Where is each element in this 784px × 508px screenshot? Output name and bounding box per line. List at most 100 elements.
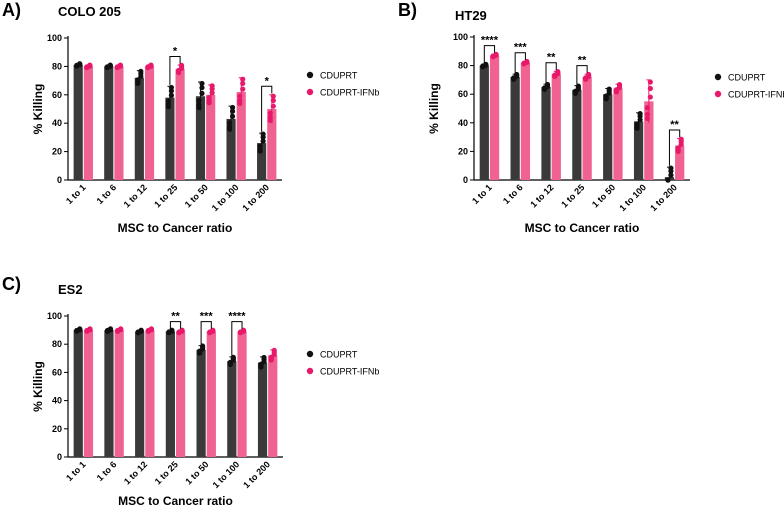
data-point [572,89,578,96]
bar-cduprt-ifnb [206,94,216,180]
data-point [229,108,236,114]
data-point [148,63,154,69]
data-point [229,113,236,119]
bar-cduprt [135,331,145,457]
legend-marker [714,90,722,98]
data-point [148,327,154,333]
data-point [271,347,277,354]
data-point [237,93,243,99]
bar-cduprt-ifnb [613,88,623,180]
data-point [178,65,185,71]
panel-label: A) [2,0,21,20]
data-point [575,86,581,92]
bar-cduprt [226,118,236,180]
data-point [613,88,620,94]
bar-cduprt [73,330,83,457]
bar-cduprt-ifnb [551,74,561,180]
legend-marker [306,88,314,96]
x-tick-label: 1 to 50 [183,182,210,209]
bar-cduprt-ifnb [176,331,186,457]
bar-cduprt [73,64,83,180]
data-point [87,63,93,69]
x-tick-label: 1 to 12 [122,182,149,209]
data-point [118,327,124,333]
data-point [267,114,273,121]
data-point [227,361,233,367]
bar-cduprt [165,97,175,180]
data-point [226,120,233,126]
y-tick-label: 80 [458,61,468,71]
data-point [196,97,202,104]
data-point [260,131,266,137]
data-point [135,79,141,85]
significance-label: ** [547,52,556,64]
x-tick-label: 1 to 1 [470,182,494,206]
data-point [138,328,144,334]
significance-bracket [200,321,212,345]
data-point [606,90,612,96]
bar-cduprt [257,143,267,180]
x-tick-label: 1 to 25 [152,182,179,209]
data-point [179,328,185,334]
y-tick-label: 60 [52,367,62,377]
x-tick-label: 1 to 25 [559,182,586,209]
bar-cduprt [195,96,206,180]
chart-title: ES2 [58,282,83,297]
bar-cduprt-ifnb [267,109,277,180]
data-point [206,98,212,104]
bar-cduprt-ifnb [145,330,155,457]
data-point [678,141,684,147]
data-point [678,136,684,142]
significance-bracket [169,321,182,329]
data-point [117,63,124,69]
bar-cduprt [633,121,644,180]
bar-cduprt-ifnb [644,101,654,180]
bar-cduprt-ifnb [83,330,94,457]
data-point [240,86,246,92]
y-tick-label: 80 [52,339,62,349]
data-point [270,103,276,109]
data-point [261,354,267,361]
data-point [644,115,650,122]
bar-cduprt [165,331,175,457]
data-point [257,146,263,152]
legend-label: CDUPRT-IFNb [728,90,784,100]
data-point [637,117,643,123]
chart-panel-1: A) COLO 205 0 20 40 60 80 100 % Killing 1 to 1 1 t… [2,0,379,235]
panel-label: C) [2,274,21,294]
legend-label: CDUPRT-IFNb [320,367,379,377]
bar-cduprt-ifnb [489,55,500,181]
data-point [197,349,203,355]
legend-label: CDUPRT [320,71,358,81]
data-point [637,111,643,117]
significance-bracket [668,129,681,166]
data-point [668,165,674,171]
data-point [483,62,489,68]
y-tick-label: 20 [458,146,468,156]
data-point [268,356,274,362]
x-axis-label: MSC to Cancer ratio [525,221,640,235]
legend-marker [714,73,722,81]
significance-bracket [545,62,557,83]
y-tick-label: 100 [47,33,62,43]
significance-label: *** [514,42,528,54]
data-point [260,138,266,144]
significance-label: * [173,45,178,57]
chart-title: COLO 205 [58,4,121,19]
data-point [240,80,246,87]
data-point [665,177,671,183]
data-point [169,328,175,334]
y-axis-label: % Killing [31,361,45,412]
bar-cduprt [572,89,582,180]
significance-label: ** [670,119,679,131]
legend-marker [306,367,314,375]
data-point [226,124,233,130]
data-point [493,52,499,58]
data-point [644,111,650,117]
bar-cduprt-ifnb [83,66,93,180]
panel-label: B) [398,0,417,20]
data-point [77,62,83,68]
data-point [267,110,273,116]
data-point [199,80,205,87]
